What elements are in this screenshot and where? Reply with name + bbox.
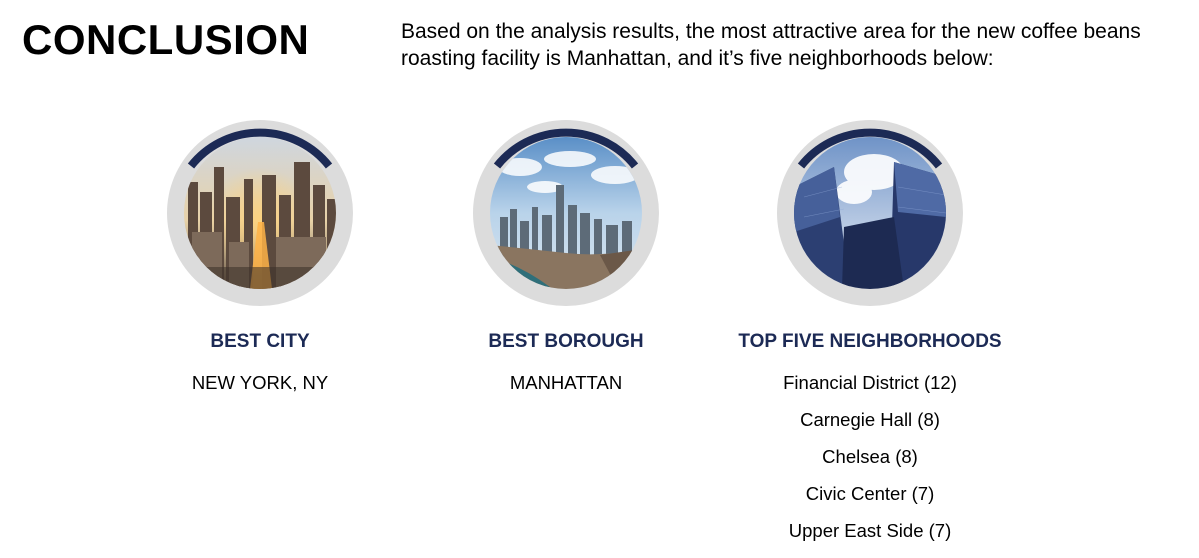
intro-line: roasting facility is Manhattan, and it’s… (401, 47, 994, 70)
neighborhood-item: Chelsea (8) (822, 446, 918, 467)
accent-arc (797, 128, 943, 169)
top-neighborhoods-heading: TOP FIVE NEIGHBORHOODS (738, 331, 1002, 352)
best-city-heading: BEST CITY (210, 331, 310, 352)
neighborhood-item: Civic Center (7) (805, 483, 935, 504)
neighborhood-item: Carnegie Hall (8) (800, 409, 940, 430)
neighborhood-item: Financial District (12) (783, 372, 957, 393)
accent-arc (493, 128, 639, 169)
page-title: CONCLUSION (22, 16, 310, 63)
best-borough-heading: BEST BOROUGH (488, 331, 644, 352)
accent-arc (187, 128, 333, 169)
city-image-circle (167, 120, 353, 306)
neighborhood-item: Upper East Side (7) (788, 520, 952, 541)
borough-image-circle (473, 120, 659, 306)
best-borough-value: MANHATTAN (509, 372, 623, 393)
neighborhoods-image-circle (777, 120, 963, 306)
intro-text: Based on the analysis results, the most … (401, 18, 1199, 72)
best-city-value: NEW YORK, NY (191, 372, 329, 393)
intro-line: Based on the analysis results, the most … (401, 20, 1141, 43)
